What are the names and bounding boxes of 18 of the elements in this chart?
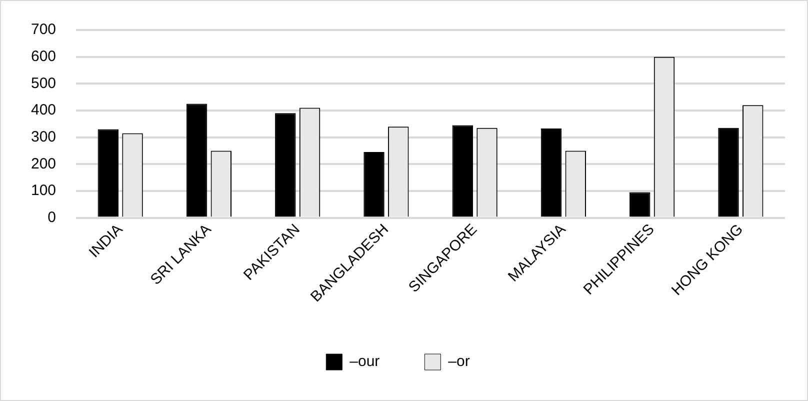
y-tick-label: 300 — [30, 128, 56, 146]
y-tick-label: 700 — [30, 21, 56, 38]
bar — [275, 113, 296, 217]
legend-label: –or — [448, 353, 470, 370]
bar — [718, 128, 739, 217]
bar — [540, 128, 562, 217]
y-tick-label: 600 — [30, 48, 56, 65]
y-tick-label: 0 — [48, 208, 56, 226]
bar — [364, 152, 384, 217]
legend-label: –our — [350, 353, 380, 370]
y-tick-label: 400 — [30, 102, 56, 119]
y-tick-label: 200 — [30, 155, 56, 172]
y-tick-label: 500 — [30, 74, 56, 92]
bar — [186, 104, 208, 217]
bar — [452, 125, 473, 217]
y-tick-label: 100 — [30, 182, 56, 200]
bar — [630, 192, 650, 217]
bar — [98, 129, 119, 217]
